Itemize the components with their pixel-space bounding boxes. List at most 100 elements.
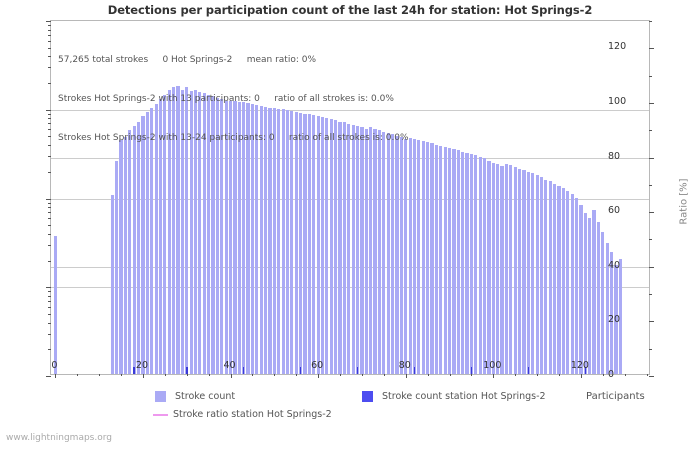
- bar: [316, 116, 320, 374]
- axis-tick: [48, 291, 51, 293]
- bar: [242, 102, 246, 374]
- bar: [618, 258, 622, 374]
- axis-tick: [649, 239, 652, 241]
- bar: [579, 205, 583, 374]
- bar: [443, 147, 447, 374]
- bar: [417, 140, 421, 374]
- annotation-line-1: Strokes Hot Springs-2 with 13 participan…: [58, 94, 394, 104]
- legend-label-stroke-count: Stroke count: [175, 391, 236, 402]
- page-title: Detections per participation count of th…: [107, 3, 593, 17]
- bar: [136, 121, 141, 374]
- bar: [588, 217, 592, 374]
- bar: [399, 136, 403, 374]
- gridline: [51, 109, 649, 111]
- axis-tick: [48, 349, 51, 351]
- bar: [526, 171, 530, 374]
- bar: [566, 191, 570, 374]
- axis-tick: [471, 374, 473, 376]
- bar: [246, 103, 250, 374]
- bar: [391, 134, 395, 374]
- axis-tick: [274, 374, 276, 376]
- annotation-line-2: Strokes Hot Springs-2 with 13-24 partici…: [58, 133, 409, 143]
- bar: [601, 231, 605, 374]
- bar: [439, 146, 443, 374]
- bar: [382, 131, 386, 374]
- bar-station: [185, 367, 188, 374]
- bar: [215, 97, 219, 374]
- axis-tick: [48, 123, 51, 125]
- axis-tick: [230, 374, 232, 378]
- axis-tick: [48, 333, 51, 335]
- bar: [167, 89, 171, 374]
- bar: [426, 142, 430, 374]
- axis-tick: [493, 374, 495, 378]
- bar: [570, 193, 574, 374]
- bar: [255, 104, 259, 374]
- bar: [119, 140, 123, 374]
- bar: [469, 154, 474, 374]
- legend-item-stroke-count[interactable]: Stroke count: [155, 391, 235, 402]
- bar: [548, 180, 552, 374]
- bar: [509, 165, 513, 374]
- bar: [373, 129, 377, 374]
- axis-tick: [649, 75, 652, 77]
- bar-station: [584, 367, 587, 374]
- legend-swatch-stroke-count: [155, 391, 166, 402]
- legend-item-stroke-count-station[interactable]: Stroke count station Hot Springs-2: [362, 391, 546, 402]
- bar: [128, 130, 132, 374]
- bar-station: [299, 367, 302, 374]
- axis-tick: [46, 198, 51, 200]
- axis-tick: [48, 83, 51, 85]
- x-tick-label: 40: [223, 360, 236, 371]
- bar: [110, 194, 114, 374]
- bar: [163, 94, 167, 374]
- bar: [539, 177, 544, 374]
- axis-tick: [121, 374, 123, 376]
- bar: [430, 143, 434, 374]
- bar: [535, 174, 539, 374]
- legend-item-stroke-ratio-station[interactable]: Stroke ratio station Hot Springs-2: [153, 409, 332, 420]
- axis-tick: [99, 374, 101, 376]
- x-tick-label: 60: [311, 360, 324, 371]
- legend-label-stroke-count-station: Stroke count station Hot Springs-2: [382, 391, 546, 402]
- bar: [456, 150, 460, 374]
- bar: [150, 107, 154, 374]
- bar: [211, 96, 215, 374]
- bar: [202, 93, 206, 374]
- axis-tick: [164, 374, 166, 376]
- x-tick-label: 120: [570, 360, 589, 371]
- bar: [259, 105, 263, 374]
- axis-tick: [48, 136, 51, 138]
- bars-layer: [51, 21, 649, 374]
- bar: [285, 110, 290, 374]
- y2-tick-label: 120: [608, 41, 627, 53]
- x-tick-label: 80: [398, 360, 411, 371]
- axis-tick: [48, 300, 51, 302]
- axis-tick: [361, 374, 363, 376]
- bar: [592, 210, 596, 374]
- bar: [574, 198, 579, 374]
- axis-tick: [449, 374, 451, 376]
- axis-tick: [646, 374, 648, 376]
- legend: Stroke count Stroke count station Hot Sp…: [0, 391, 700, 431]
- axis-tick: [48, 156, 51, 158]
- bar: [561, 187, 565, 374]
- axis-tick: [48, 171, 51, 173]
- axis-tick: [649, 321, 654, 323]
- axis-tick: [296, 374, 298, 376]
- axis-tick: [48, 34, 51, 36]
- bar: [395, 136, 399, 374]
- bar: [421, 141, 425, 374]
- bar-station: [527, 367, 530, 374]
- x-tick-label: 100: [483, 360, 502, 371]
- bar: [53, 235, 57, 374]
- bar: [224, 100, 228, 374]
- bar: [268, 107, 272, 374]
- plot-area: [46, 20, 654, 378]
- bar: [141, 116, 145, 374]
- bar: [583, 213, 587, 374]
- bar: [412, 139, 417, 374]
- axis-tick: [649, 48, 654, 50]
- bar: [290, 110, 294, 374]
- axis-tick: [48, 212, 51, 214]
